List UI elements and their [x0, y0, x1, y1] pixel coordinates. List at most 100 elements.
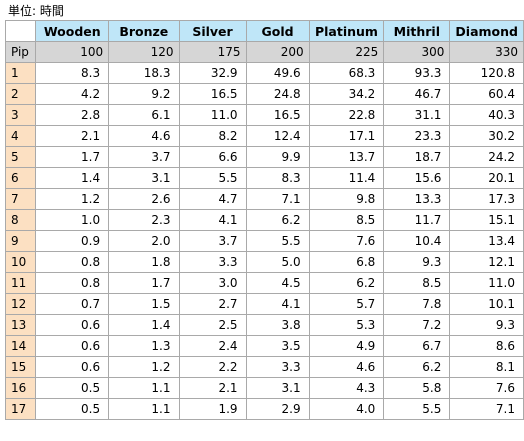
pip-cell: 17	[4, 398, 37, 420]
hours-cell: 5.5	[245, 230, 310, 252]
hours-cell: 6.8	[308, 251, 385, 273]
hours-cell: 12.4	[245, 125, 310, 147]
hours-cell: 17.3	[449, 188, 524, 210]
column-header: Bronze	[108, 20, 180, 42]
hours-cell: 4.3	[308, 377, 385, 399]
hours-cell: 5.7	[308, 293, 385, 315]
hours-cell: 32.9	[178, 62, 247, 84]
hours-cell: 0.5	[35, 377, 110, 399]
table-row: 5 1.7 3.7 6.6 9.9 13.7 18.7 24.2	[4, 146, 524, 168]
hours-cell: 0.5	[35, 398, 110, 420]
hours-cell: 1.2	[108, 356, 180, 378]
hours-cell: 0.6	[35, 335, 110, 357]
price-cell: 330	[449, 41, 524, 63]
hours-cell: 2.1	[35, 125, 110, 147]
price-cell: 200	[245, 41, 310, 63]
hours-cell: 49.6	[245, 62, 310, 84]
hours-cell: 3.5	[245, 335, 310, 357]
hours-cell: 24.8	[245, 83, 310, 105]
hours-cell: 16.5	[245, 104, 310, 126]
hours-cell: 3.3	[245, 356, 310, 378]
pip-cell: 2	[4, 83, 37, 105]
hours-cell: 2.6	[108, 188, 180, 210]
price-row-label: Pip	[4, 41, 37, 63]
hours-cell: 3.7	[178, 230, 247, 252]
hours-cell: 3.8	[245, 314, 310, 336]
table-row: 14 0.6 1.3 2.4 3.5 4.9 6.7 8.6	[4, 335, 524, 357]
hours-cell: 7.6	[308, 230, 385, 252]
pip-cell: 8	[4, 209, 37, 231]
hours-cell: 34.2	[308, 83, 385, 105]
hours-cell: 7.6	[449, 377, 524, 399]
hours-cell: 12.1	[449, 251, 524, 273]
hours-cell: 8.1	[449, 356, 524, 378]
hours-cell: 8.3	[35, 62, 110, 84]
hours-cell: 8.6	[449, 335, 524, 357]
corner-cell	[4, 20, 37, 42]
table-row: 3 2.8 6.1 11.0 16.5 22.8 31.1 40.3	[4, 104, 524, 126]
table-row: 1 8.3 18.3 32.9 49.6 68.3 93.3 120.8	[4, 62, 524, 84]
pip-cell: 10	[4, 251, 37, 273]
hours-cell: 4.1	[245, 293, 310, 315]
hours-cell: 0.6	[35, 356, 110, 378]
hours-cell: 93.3	[383, 62, 451, 84]
hours-cell: 7.2	[383, 314, 451, 336]
pip-cell: 9	[4, 230, 37, 252]
hours-cell: 5.5	[178, 167, 247, 189]
hours-cell: 1.4	[35, 167, 110, 189]
hours-cell: 2.1	[178, 377, 247, 399]
pip-cell: 5	[4, 146, 37, 168]
hours-cell: 10.1	[449, 293, 524, 315]
hours-cell: 6.2	[308, 272, 385, 294]
hours-cell: 1.7	[35, 146, 110, 168]
hours-cell: 3.7	[108, 146, 180, 168]
hours-cell: 7.1	[245, 188, 310, 210]
hours-cell: 16.5	[178, 83, 247, 105]
table-row: 17 0.5 1.1 1.9 2.9 4.0 5.5 7.1	[4, 398, 524, 420]
hours-cell: 0.9	[35, 230, 110, 252]
price-row: Pip 100 120 175 200 225 300 330	[4, 41, 524, 63]
hours-cell: 15.6	[383, 167, 451, 189]
price-cell: 175	[178, 41, 247, 63]
hours-cell: 2.0	[108, 230, 180, 252]
table-row: 11 0.8 1.7 3.0 4.5 6.2 8.5 11.0	[4, 272, 524, 294]
price-cell: 100	[35, 41, 110, 63]
table-row: 15 0.6 1.2 2.2 3.3 4.6 6.2 8.1	[4, 356, 524, 378]
table-row: 4 2.1 4.6 8.2 12.4 17.1 23.3 30.2	[4, 125, 524, 147]
hours-cell: 4.2	[35, 83, 110, 105]
hours-cell: 2.9	[245, 398, 310, 420]
table-row: 12 0.7 1.5 2.7 4.1 5.7 7.8 10.1	[4, 293, 524, 315]
hours-cell: 7.1	[449, 398, 524, 420]
pip-cell: 1	[4, 62, 37, 84]
hours-cell: 4.6	[108, 125, 180, 147]
hours-cell: 8.5	[308, 209, 385, 231]
hours-cell: 6.2	[245, 209, 310, 231]
unit-caption: 単位: 時間	[8, 4, 64, 18]
hours-cell: 3.3	[178, 251, 247, 273]
hours-cell: 4.0	[308, 398, 385, 420]
table-row: 10 0.8 1.8 3.3 5.0 6.8 9.3 12.1	[4, 251, 524, 273]
pip-cell: 15	[4, 356, 37, 378]
hours-cell: 1.0	[35, 209, 110, 231]
hours-cell: 10.4	[383, 230, 451, 252]
hours-cell: 31.1	[383, 104, 451, 126]
hours-cell: 13.3	[383, 188, 451, 210]
hours-cell: 8.2	[178, 125, 247, 147]
hours-cell: 8.5	[383, 272, 451, 294]
hours-cell: 1.9	[178, 398, 247, 420]
hours-cell: 0.6	[35, 314, 110, 336]
hours-cell: 40.3	[449, 104, 524, 126]
hours-cell: 11.7	[383, 209, 451, 231]
hours-cell: 6.2	[383, 356, 451, 378]
hours-cell: 24.2	[449, 146, 524, 168]
hours-cell: 6.7	[383, 335, 451, 357]
hours-cell: 1.5	[108, 293, 180, 315]
hours-cell: 30.2	[449, 125, 524, 147]
column-header: Platinum	[308, 20, 385, 42]
hours-cell: 2.2	[178, 356, 247, 378]
pip-cell: 16	[4, 377, 37, 399]
hours-cell: 11.4	[308, 167, 385, 189]
pip-cell: 4	[4, 125, 37, 147]
hours-cell: 60.4	[449, 83, 524, 105]
hours-cell: 0.7	[35, 293, 110, 315]
